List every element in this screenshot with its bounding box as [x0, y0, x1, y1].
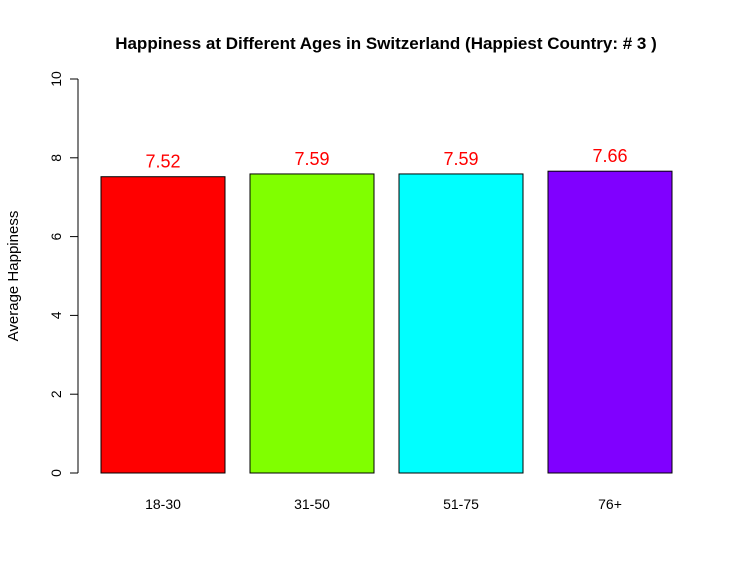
bar-51-75	[398, 173, 524, 474]
category-labels: 18-30 31-50 51-75 76+	[145, 496, 622, 512]
data-label: 7.66	[592, 146, 627, 166]
data-label: 7.59	[443, 149, 478, 169]
bar-18-30	[100, 176, 226, 474]
y-tick-label: 2	[48, 390, 64, 398]
category-label: 18-30	[145, 496, 181, 512]
y-axis: 0 2 4 6 8 10	[48, 71, 79, 477]
y-axis-label: Average Happiness	[5, 211, 22, 342]
data-labels: 7.52 7.59 7.59 7.66	[145, 146, 627, 172]
data-label: 7.52	[145, 152, 180, 172]
y-tick-label: 0	[48, 469, 64, 477]
bars-group	[100, 170, 673, 474]
y-tick-label: 10	[48, 71, 64, 87]
y-tick-label: 4	[48, 311, 64, 319]
y-tick-label: 6	[48, 232, 64, 240]
bar-76+	[547, 170, 673, 474]
category-label: 76+	[598, 496, 622, 512]
chart-title: Happiness at Different Ages in Switzerla…	[115, 34, 657, 53]
y-tick-label: 8	[48, 154, 64, 162]
category-label: 31-50	[294, 496, 330, 512]
bar-31-50	[249, 173, 375, 474]
data-label: 7.59	[294, 149, 329, 169]
category-label: 51-75	[443, 496, 479, 512]
